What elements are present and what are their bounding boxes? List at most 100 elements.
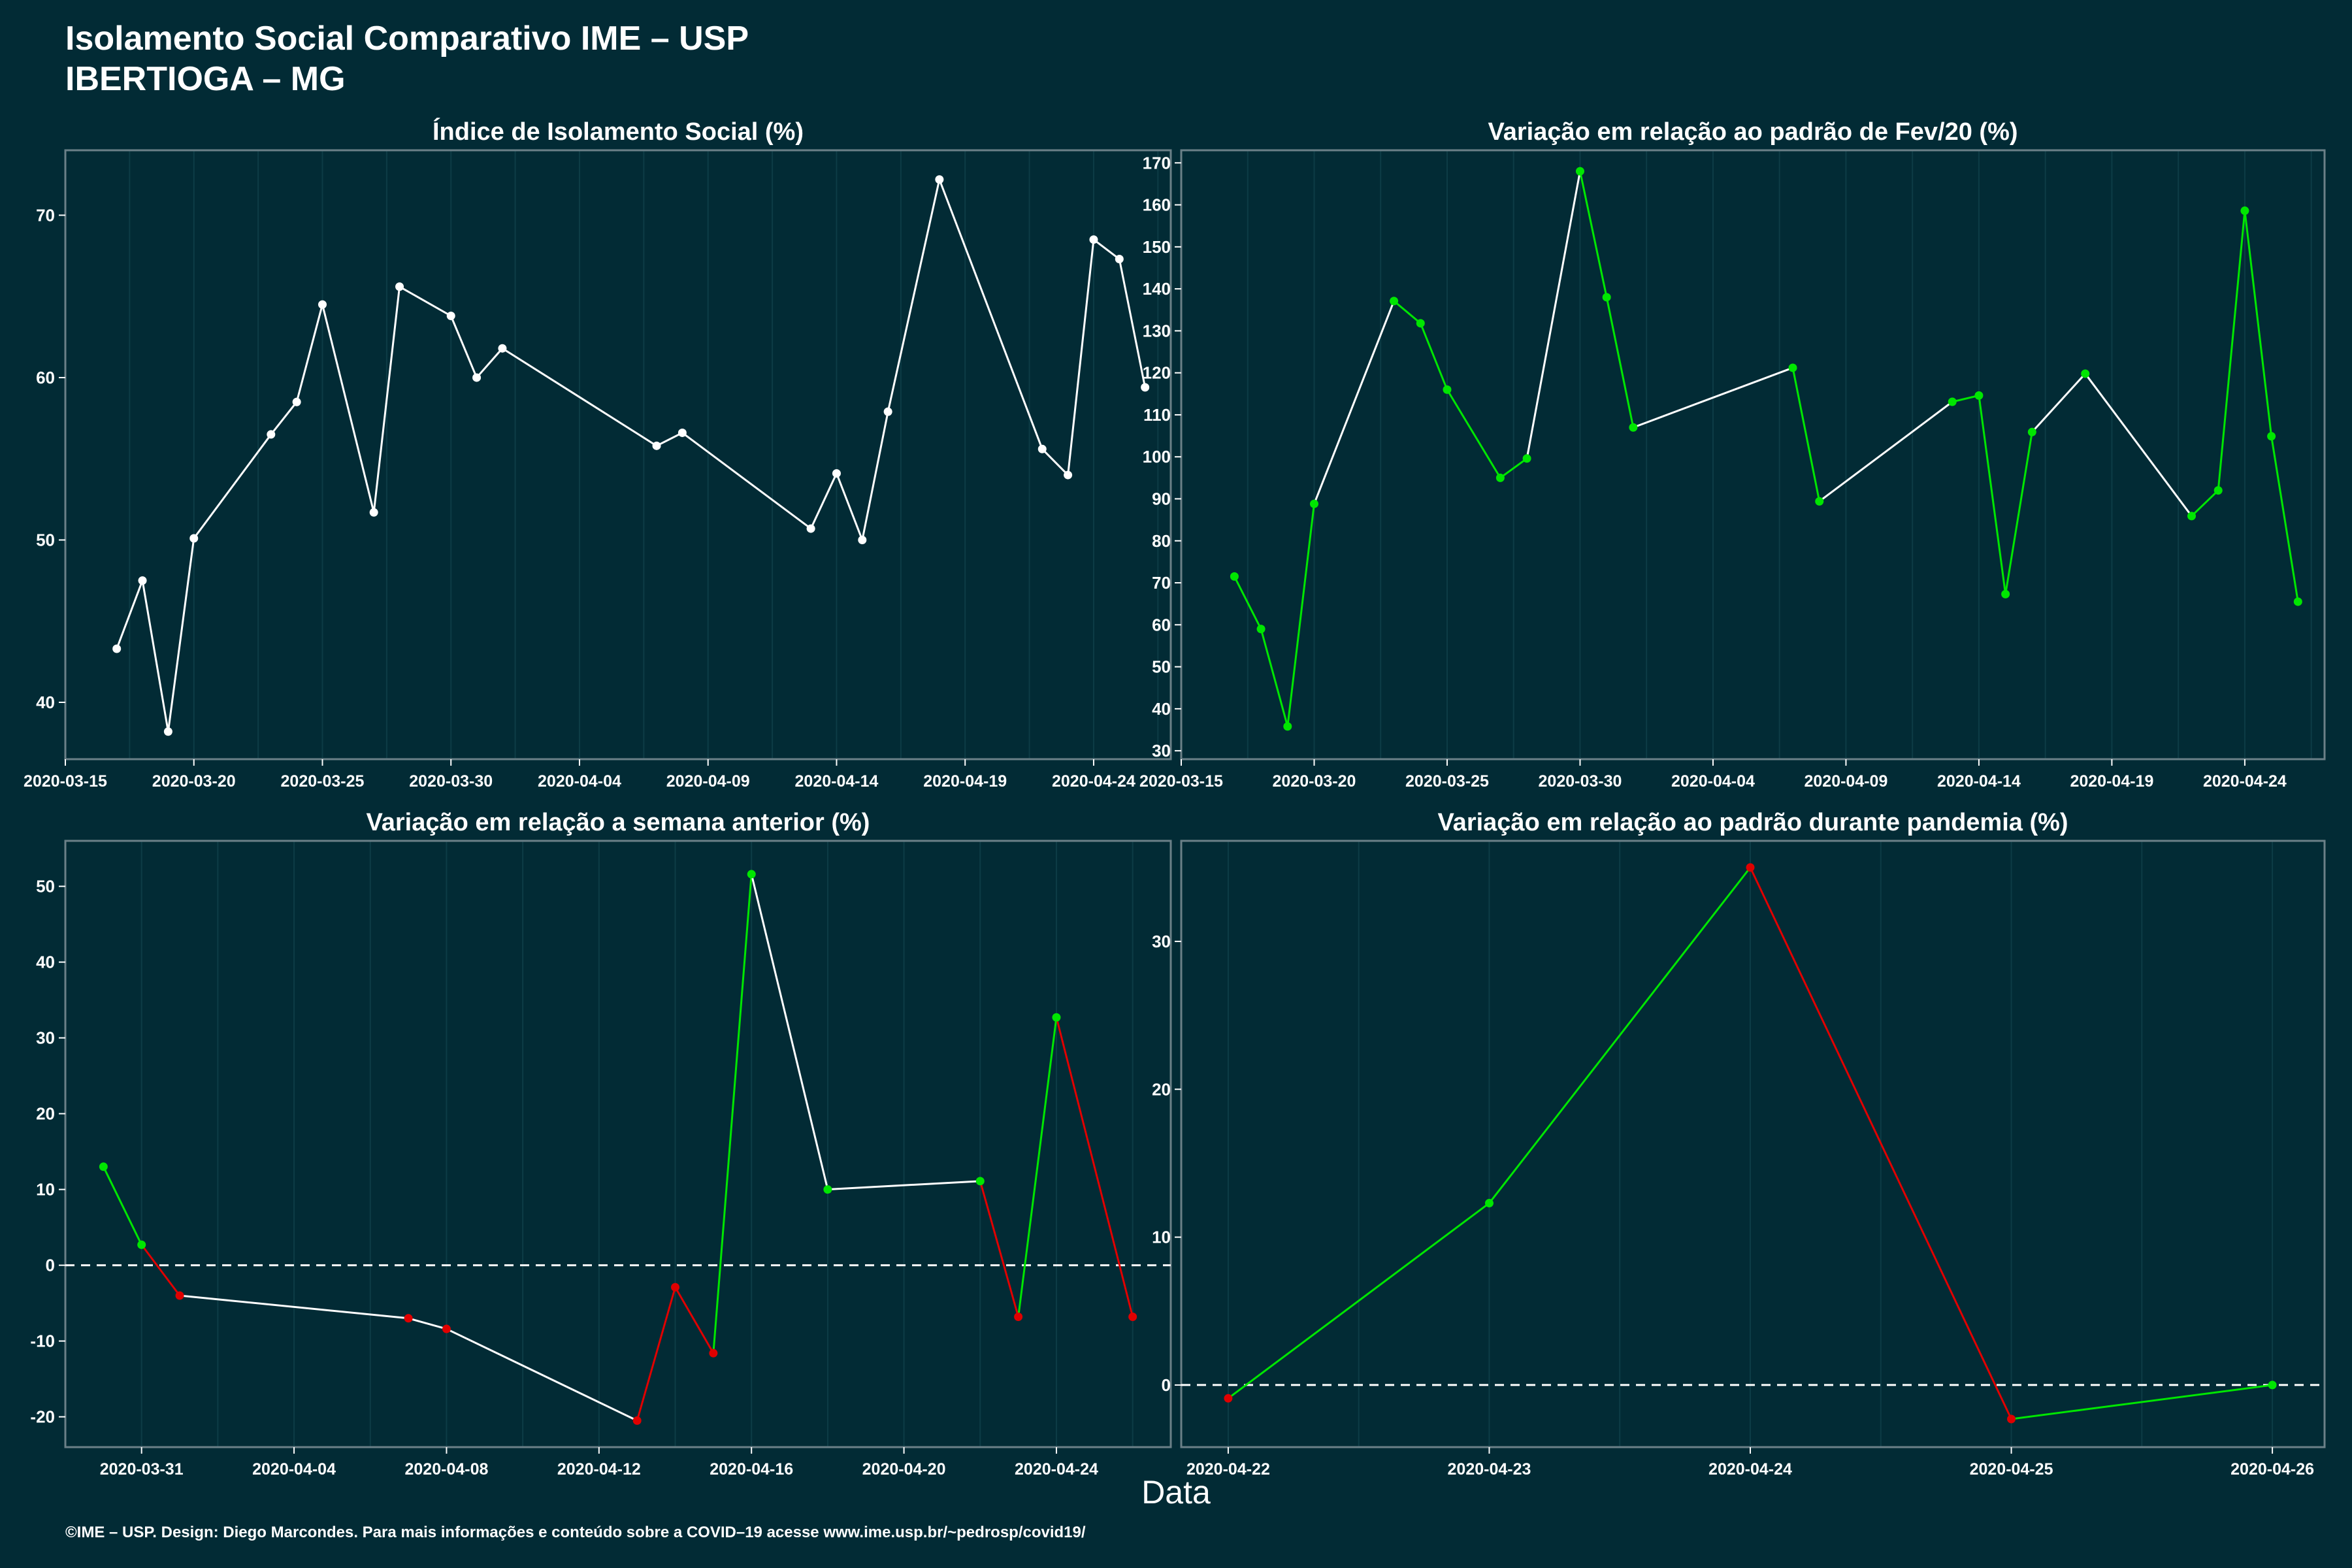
x-tick-label: 2020-04-09 bbox=[666, 772, 750, 791]
data-point bbox=[1495, 473, 1505, 482]
series-line-segment bbox=[1578, 171, 1608, 298]
x-tick-label: 2020-03-15 bbox=[1139, 772, 1223, 791]
series-line-segment bbox=[408, 1317, 447, 1330]
series-line-segment bbox=[1952, 394, 1980, 403]
data-point bbox=[1948, 397, 1957, 406]
data-point bbox=[858, 535, 867, 544]
data-point bbox=[369, 508, 378, 517]
data-point bbox=[671, 1282, 680, 1292]
data-point bbox=[1575, 167, 1584, 176]
data-point bbox=[2267, 432, 2276, 441]
data-point bbox=[1309, 499, 1318, 508]
y-tick-label: -10 bbox=[30, 1331, 55, 1351]
series-line-segment bbox=[1393, 300, 1422, 324]
data-point bbox=[1115, 255, 1124, 264]
x-tick-label: 2020-03-30 bbox=[1539, 772, 1622, 791]
series-line-segment bbox=[750, 874, 829, 1190]
series-line-segment bbox=[1633, 367, 1793, 429]
y-tick-label: 40 bbox=[36, 953, 55, 972]
data-point bbox=[1602, 293, 1611, 302]
data-point bbox=[1974, 391, 1984, 400]
series-line-segment bbox=[476, 348, 504, 378]
data-point bbox=[1089, 235, 1098, 244]
x-axis-label: Data bbox=[1141, 1474, 1211, 1511]
x-tick-label: 2020-03-25 bbox=[1405, 772, 1489, 791]
series-line-segment bbox=[1260, 629, 1289, 727]
series-line-segment bbox=[1286, 504, 1315, 727]
panel-frame bbox=[1180, 840, 2326, 1448]
series-line-segment bbox=[887, 179, 941, 412]
series-line-segment bbox=[938, 179, 1043, 449]
x-tick-label: 2020-04-04 bbox=[252, 1460, 336, 1478]
series-line-segment bbox=[681, 432, 812, 530]
data-point bbox=[2027, 427, 2036, 436]
x-tick-label: 2020-04-14 bbox=[1937, 772, 2021, 791]
y-tick-label: 70 bbox=[36, 205, 55, 225]
data-point bbox=[189, 534, 199, 543]
x-tick-label: 2020-04-20 bbox=[862, 1460, 946, 1478]
y-tick-label: 160 bbox=[1143, 195, 1171, 215]
series-line-segment bbox=[1749, 867, 2012, 1420]
x-tick-label: 2020-03-15 bbox=[24, 772, 107, 791]
data-point bbox=[138, 576, 147, 585]
series-line-segment bbox=[1017, 1017, 1058, 1317]
x-tick-label: 2020-04-04 bbox=[538, 772, 621, 791]
series-line-segment bbox=[179, 1294, 409, 1320]
data-point bbox=[1416, 319, 1425, 328]
series-line-segment bbox=[2270, 436, 2299, 602]
data-point bbox=[472, 373, 482, 382]
data-point bbox=[678, 428, 687, 437]
x-tick-label: 2020-03-25 bbox=[281, 772, 365, 791]
data-point bbox=[292, 397, 301, 406]
y-tick-label: 60 bbox=[36, 368, 55, 387]
y-tick-label: 40 bbox=[36, 693, 55, 712]
y-tick-label: 170 bbox=[1143, 153, 1171, 172]
y-tick-label: 40 bbox=[1152, 699, 1171, 719]
series-line-segment bbox=[141, 580, 169, 732]
data-point bbox=[1052, 1013, 1061, 1022]
data-point bbox=[1390, 297, 1399, 306]
data-point bbox=[1522, 454, 1531, 463]
series-line-segment bbox=[2244, 210, 2273, 436]
y-tick-label: 10 bbox=[36, 1180, 55, 1200]
series-line-segment bbox=[1526, 171, 1581, 459]
series-line-segment bbox=[1978, 395, 2007, 595]
series-line-segment bbox=[193, 434, 272, 539]
series-line-segment bbox=[1446, 389, 1501, 479]
y-tick-label: 30 bbox=[1152, 932, 1171, 951]
panel-title: Variação em relação ao padrão de Fev/20 … bbox=[1488, 118, 2017, 146]
chart-title: Isolamento Social Comparativo IME – USP … bbox=[65, 18, 749, 99]
data-point bbox=[747, 870, 756, 879]
y-tick-label: 0 bbox=[46, 1256, 55, 1275]
panel-background bbox=[1181, 150, 2325, 759]
series-line-segment bbox=[116, 580, 144, 649]
x-tick-label: 2020-04-09 bbox=[1804, 772, 1887, 791]
series-line-segment bbox=[827, 1180, 981, 1191]
series-line-segment bbox=[1228, 1202, 1490, 1399]
data-point bbox=[832, 469, 841, 478]
x-tick-label: 2020-04-14 bbox=[795, 772, 879, 791]
panel-title: Variação em relação ao padrão durante pa… bbox=[1437, 809, 2068, 836]
data-point bbox=[175, 1291, 184, 1300]
panel-background bbox=[65, 841, 1171, 1447]
data-point bbox=[2240, 206, 2249, 216]
data-point bbox=[1230, 572, 1239, 581]
x-tick-label: 2020-04-24 bbox=[1052, 772, 1135, 791]
series-line-segment bbox=[1067, 239, 1095, 476]
y-tick-label: -20 bbox=[30, 1407, 55, 1427]
data-point bbox=[163, 727, 172, 736]
series-line-segment bbox=[372, 286, 401, 513]
series-line-segment bbox=[1055, 1017, 1134, 1317]
y-tick-label: 50 bbox=[36, 877, 55, 896]
data-point bbox=[1746, 863, 1755, 872]
series-line-segment bbox=[1419, 323, 1448, 390]
series-line-segment bbox=[636, 1286, 676, 1421]
data-point bbox=[2007, 1414, 2016, 1424]
data-point bbox=[1014, 1312, 1023, 1321]
x-tick-label: 2020-04-16 bbox=[710, 1460, 793, 1478]
series-line-segment bbox=[1041, 448, 1069, 476]
y-tick-label: 10 bbox=[1152, 1228, 1171, 1247]
x-tick-label: 2020-04-24 bbox=[1708, 1460, 1792, 1478]
data-point bbox=[2187, 512, 2197, 521]
